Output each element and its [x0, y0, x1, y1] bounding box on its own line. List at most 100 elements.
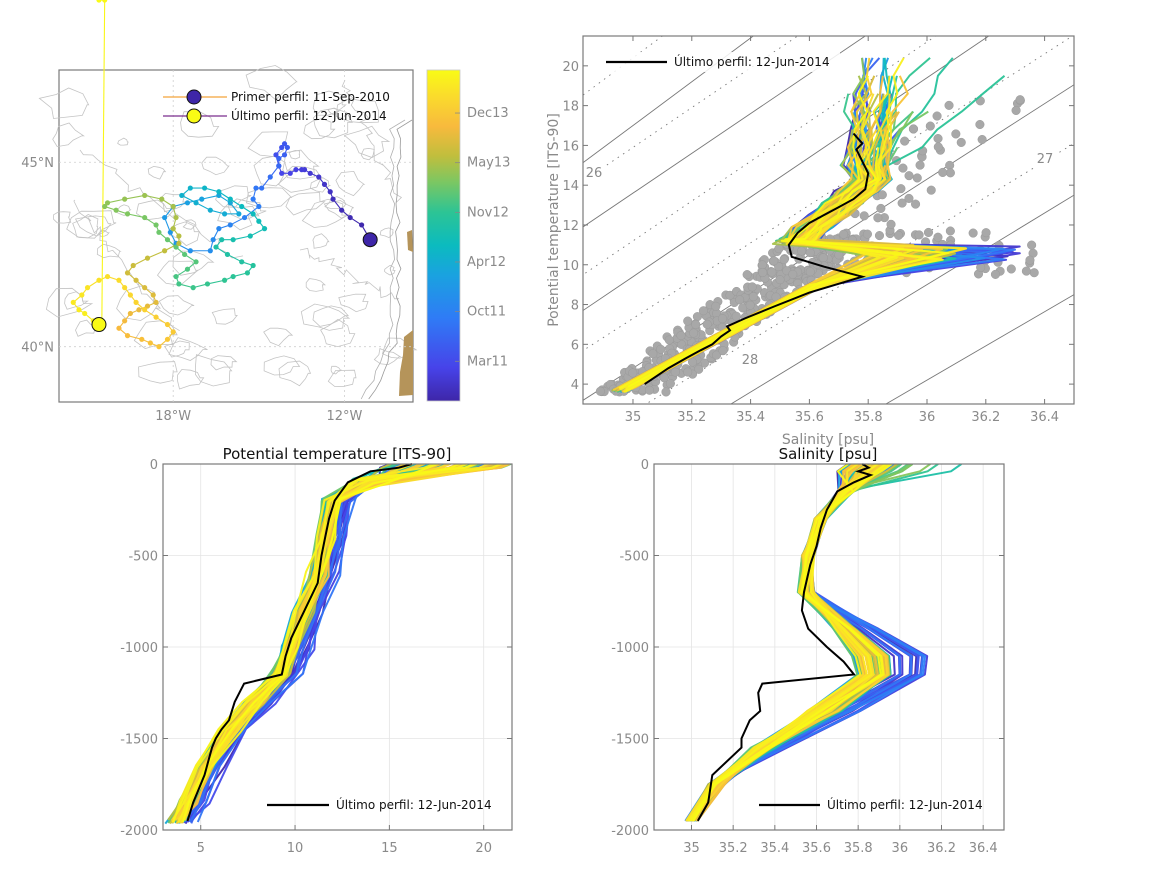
climatology-point	[676, 330, 686, 341]
bathymetry-contour	[303, 118, 336, 140]
ts-ytick-label: 8	[571, 299, 579, 314]
bathymetry-contour	[327, 369, 357, 387]
ts-frame	[582, 35, 1075, 405]
profile-position	[279, 144, 285, 151]
trajectory-segment	[233, 235, 251, 241]
profile-position	[216, 192, 222, 199]
climatology-point	[933, 232, 943, 242]
bathymetry-contour	[158, 295, 195, 316]
ts-legend-label: Último perfil: 12-Jun-2014	[674, 54, 830, 69]
climatology-point	[775, 275, 785, 285]
profile-position	[236, 211, 242, 217]
xtick-label: 35.2	[719, 841, 748, 856]
climatology-point	[774, 244, 784, 254]
profile-position	[184, 266, 191, 272]
ts-ytick-label: 14	[562, 179, 579, 194]
profile-position	[96, 277, 102, 283]
climatology-point	[925, 121, 935, 131]
climatology-point	[932, 111, 942, 121]
ytick-label: 0	[641, 458, 649, 473]
ts-ytick-label: 4	[571, 378, 579, 393]
profile-position	[256, 218, 262, 224]
climatology-point	[718, 346, 728, 356]
ts-xtick-label: 35.6	[795, 410, 824, 425]
climatology-point	[689, 328, 699, 338]
profile-position	[281, 141, 288, 147]
bathymetry-contour	[52, 122, 85, 148]
legend-marker-first	[186, 89, 202, 105]
profile-position	[207, 248, 213, 254]
map-frame	[58, 69, 414, 403]
trajectory-segment	[147, 250, 165, 259]
climatology-point	[1029, 268, 1039, 278]
bathymetry-contour	[195, 354, 233, 387]
isopycnal-line	[583, 36, 664, 96]
isopycnal-label-bg	[1035, 151, 1057, 167]
ts-ytick-label: 10	[562, 259, 579, 274]
bathymetry-contour	[133, 320, 178, 350]
climatology-point	[694, 364, 704, 374]
isopycnal-line	[583, 36, 937, 276]
climatology-point	[956, 137, 966, 147]
climatology-point	[595, 386, 605, 396]
profile-position	[173, 244, 179, 250]
trajectory-segment	[164, 217, 171, 233]
profile-position	[276, 163, 282, 169]
salinity-axis-ticks: 35 35.2 35.4 35.6 35.8 36 36.2 36.4 -2000 -1500 -1…	[611, 458, 1004, 856]
profile-position	[164, 321, 171, 328]
bathymetry-contour	[117, 137, 129, 146]
bathymetry-contour	[305, 278, 326, 292]
bathymetry-contour	[164, 340, 190, 358]
profile-position	[347, 214, 353, 221]
profile-position	[293, 167, 299, 173]
climatology-point	[896, 184, 906, 194]
profile-position	[130, 262, 136, 269]
climatology-point	[900, 136, 910, 146]
isopycnal-line	[583, 36, 755, 164]
isopycnal-line	[583, 36, 1074, 352]
climatology-point	[923, 227, 934, 237]
climatology-point	[702, 319, 712, 329]
profile-position	[247, 233, 253, 239]
climatology-point	[874, 231, 885, 241]
bathymetry-contour	[263, 327, 294, 347]
profile-position	[190, 285, 196, 291]
climatology-point	[1011, 105, 1021, 115]
climatology-point	[938, 167, 948, 177]
profile-line	[181, 464, 438, 823]
profile-position	[102, 0, 108, 3]
bathymetry-contour	[282, 149, 320, 180]
climatology-point	[886, 219, 896, 229]
profile-position	[256, 203, 262, 210]
map-ytick-label: 45°N	[21, 156, 54, 171]
profile-position	[176, 233, 182, 239]
ts-xtick-label: 35.8	[854, 410, 883, 425]
profile-position	[207, 207, 213, 213]
profile-position	[147, 340, 153, 346]
trajectory-map: 18°W 12°W 40°N 45°N Primer perfil: 11-Sep-2…	[21, 0, 510, 424]
trajectory-segment	[144, 194, 162, 200]
profile-position	[221, 277, 228, 283]
bathymetry-contour	[324, 196, 347, 210]
profile-position	[316, 174, 322, 180]
land-patch	[399, 330, 413, 396]
profile-position	[187, 185, 193, 191]
bathymetry-contour	[335, 170, 366, 197]
bathymetry-contour	[64, 291, 90, 310]
profile-line	[187, 464, 461, 821]
ts-xtick-label: 35.2	[677, 410, 706, 425]
profile-position	[176, 281, 182, 287]
ts-profile-line	[619, 111, 881, 391]
bathymetry-contour	[74, 215, 112, 237]
profile-position	[102, 203, 108, 210]
xtick-label: 35.6	[802, 841, 831, 856]
profile-position	[261, 226, 268, 232]
profile-position	[176, 240, 182, 246]
ts-ytick-label: 16	[562, 139, 579, 154]
xtick-label: 20	[475, 841, 492, 856]
climatology-point	[977, 134, 987, 145]
climatology-point	[788, 269, 798, 279]
profile-position	[224, 251, 231, 258]
profile-position	[216, 226, 222, 232]
isopycnal-label: 26	[586, 166, 603, 181]
